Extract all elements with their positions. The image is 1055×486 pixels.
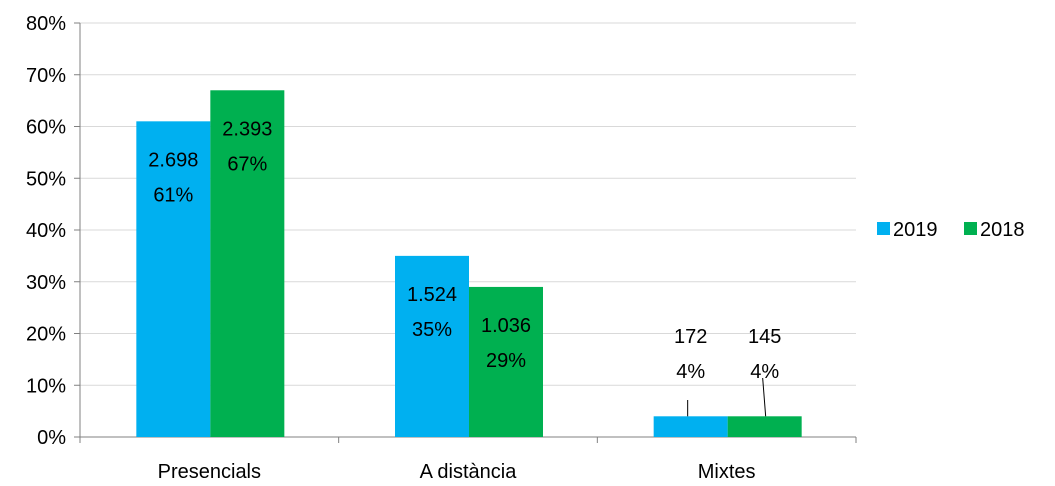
y-tick-label: 0%	[37, 427, 66, 449]
data-label-percent: 61%	[153, 184, 193, 206]
x-tick-label: Presencials	[158, 461, 261, 481]
data-label-percent: 29%	[486, 350, 526, 372]
y-tick-label: 40%	[26, 220, 66, 242]
y-tick-label: 70%	[26, 65, 66, 87]
bar-2019-2	[653, 416, 728, 437]
bar-2018-2	[727, 416, 802, 437]
y-tick-label: 80%	[26, 13, 66, 35]
data-label-percent: 67%	[227, 153, 267, 175]
legend-label: 2018	[980, 219, 1025, 241]
legend-swatch-2018	[964, 222, 977, 235]
data-label-count: 2.698	[148, 149, 198, 171]
y-tick-label: 10%	[26, 375, 66, 397]
bar-2018-1	[469, 286, 543, 437]
bar-2019-1	[395, 255, 469, 437]
data-label-leader	[762, 377, 767, 417]
x-tick-label: A distància	[420, 461, 518, 481]
data-label-percent: 4%	[750, 361, 779, 383]
y-tick-label: 50%	[26, 168, 66, 190]
y-tick-label: 20%	[26, 324, 66, 346]
x-tick-label: Mixtes	[698, 461, 756, 481]
data-label-count: 1.524	[407, 284, 457, 306]
bar-2019-0	[136, 121, 211, 437]
data-label-count: 145	[748, 326, 781, 348]
data-label-count: 2.393	[222, 118, 272, 140]
data-label-percent: 35%	[412, 319, 452, 341]
legend-label: 2019	[893, 219, 938, 241]
y-tick-label: 30%	[26, 272, 66, 294]
data-label-percent: 4%	[676, 361, 705, 383]
data-label-count: 1.036	[481, 315, 531, 337]
data-label-count: 172	[674, 326, 707, 348]
bar-2018-0	[210, 90, 285, 438]
y-tick-label: 60%	[26, 117, 66, 139]
legend-swatch-2019	[877, 222, 890, 235]
